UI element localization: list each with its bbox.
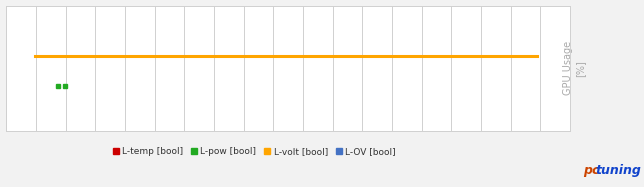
Text: tuning: tuning <box>595 164 641 177</box>
Legend: L-temp [bool], L-pow [bool], L-volt [bool], L-OV [bool]: L-temp [bool], L-pow [bool], L-volt [boo… <box>111 145 397 158</box>
Y-axis label: GPU Usage
[%]: GPU Usage [%] <box>564 41 585 95</box>
Text: pc: pc <box>583 164 599 177</box>
